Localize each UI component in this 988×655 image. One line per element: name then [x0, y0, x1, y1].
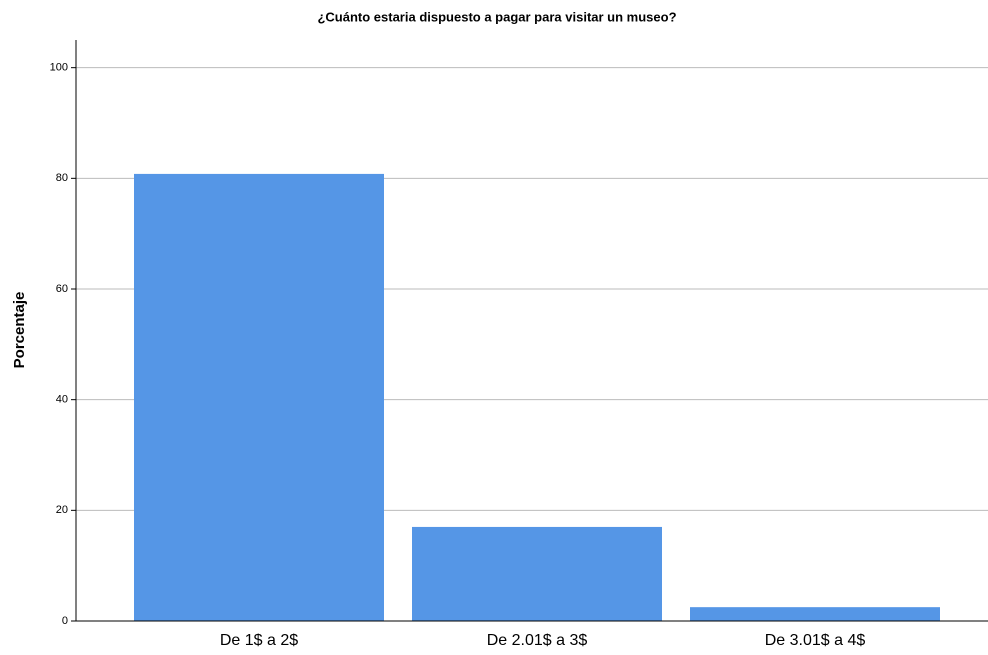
x-tick-label: De 3.01$ a 4$ [765, 632, 866, 649]
y-tick-label: 100 [50, 62, 68, 74]
y-tick-label: 60 [56, 283, 68, 295]
y-tick-label: 20 [56, 504, 68, 516]
x-tick-label: De 1$ a 2$ [220, 632, 298, 649]
bar [690, 607, 940, 621]
x-tick-label: De 2.01$ a 3$ [487, 632, 588, 649]
y-tick-label: 40 [56, 394, 68, 406]
bar [134, 173, 384, 621]
y-tick-label: 0 [62, 615, 68, 627]
y-tick-label: 80 [56, 172, 68, 184]
y-axis-label: Porcentaje [11, 292, 28, 369]
chart-title: ¿Cuánto estaria dispuesto a pagar para v… [317, 9, 676, 24]
bar [412, 526, 662, 621]
